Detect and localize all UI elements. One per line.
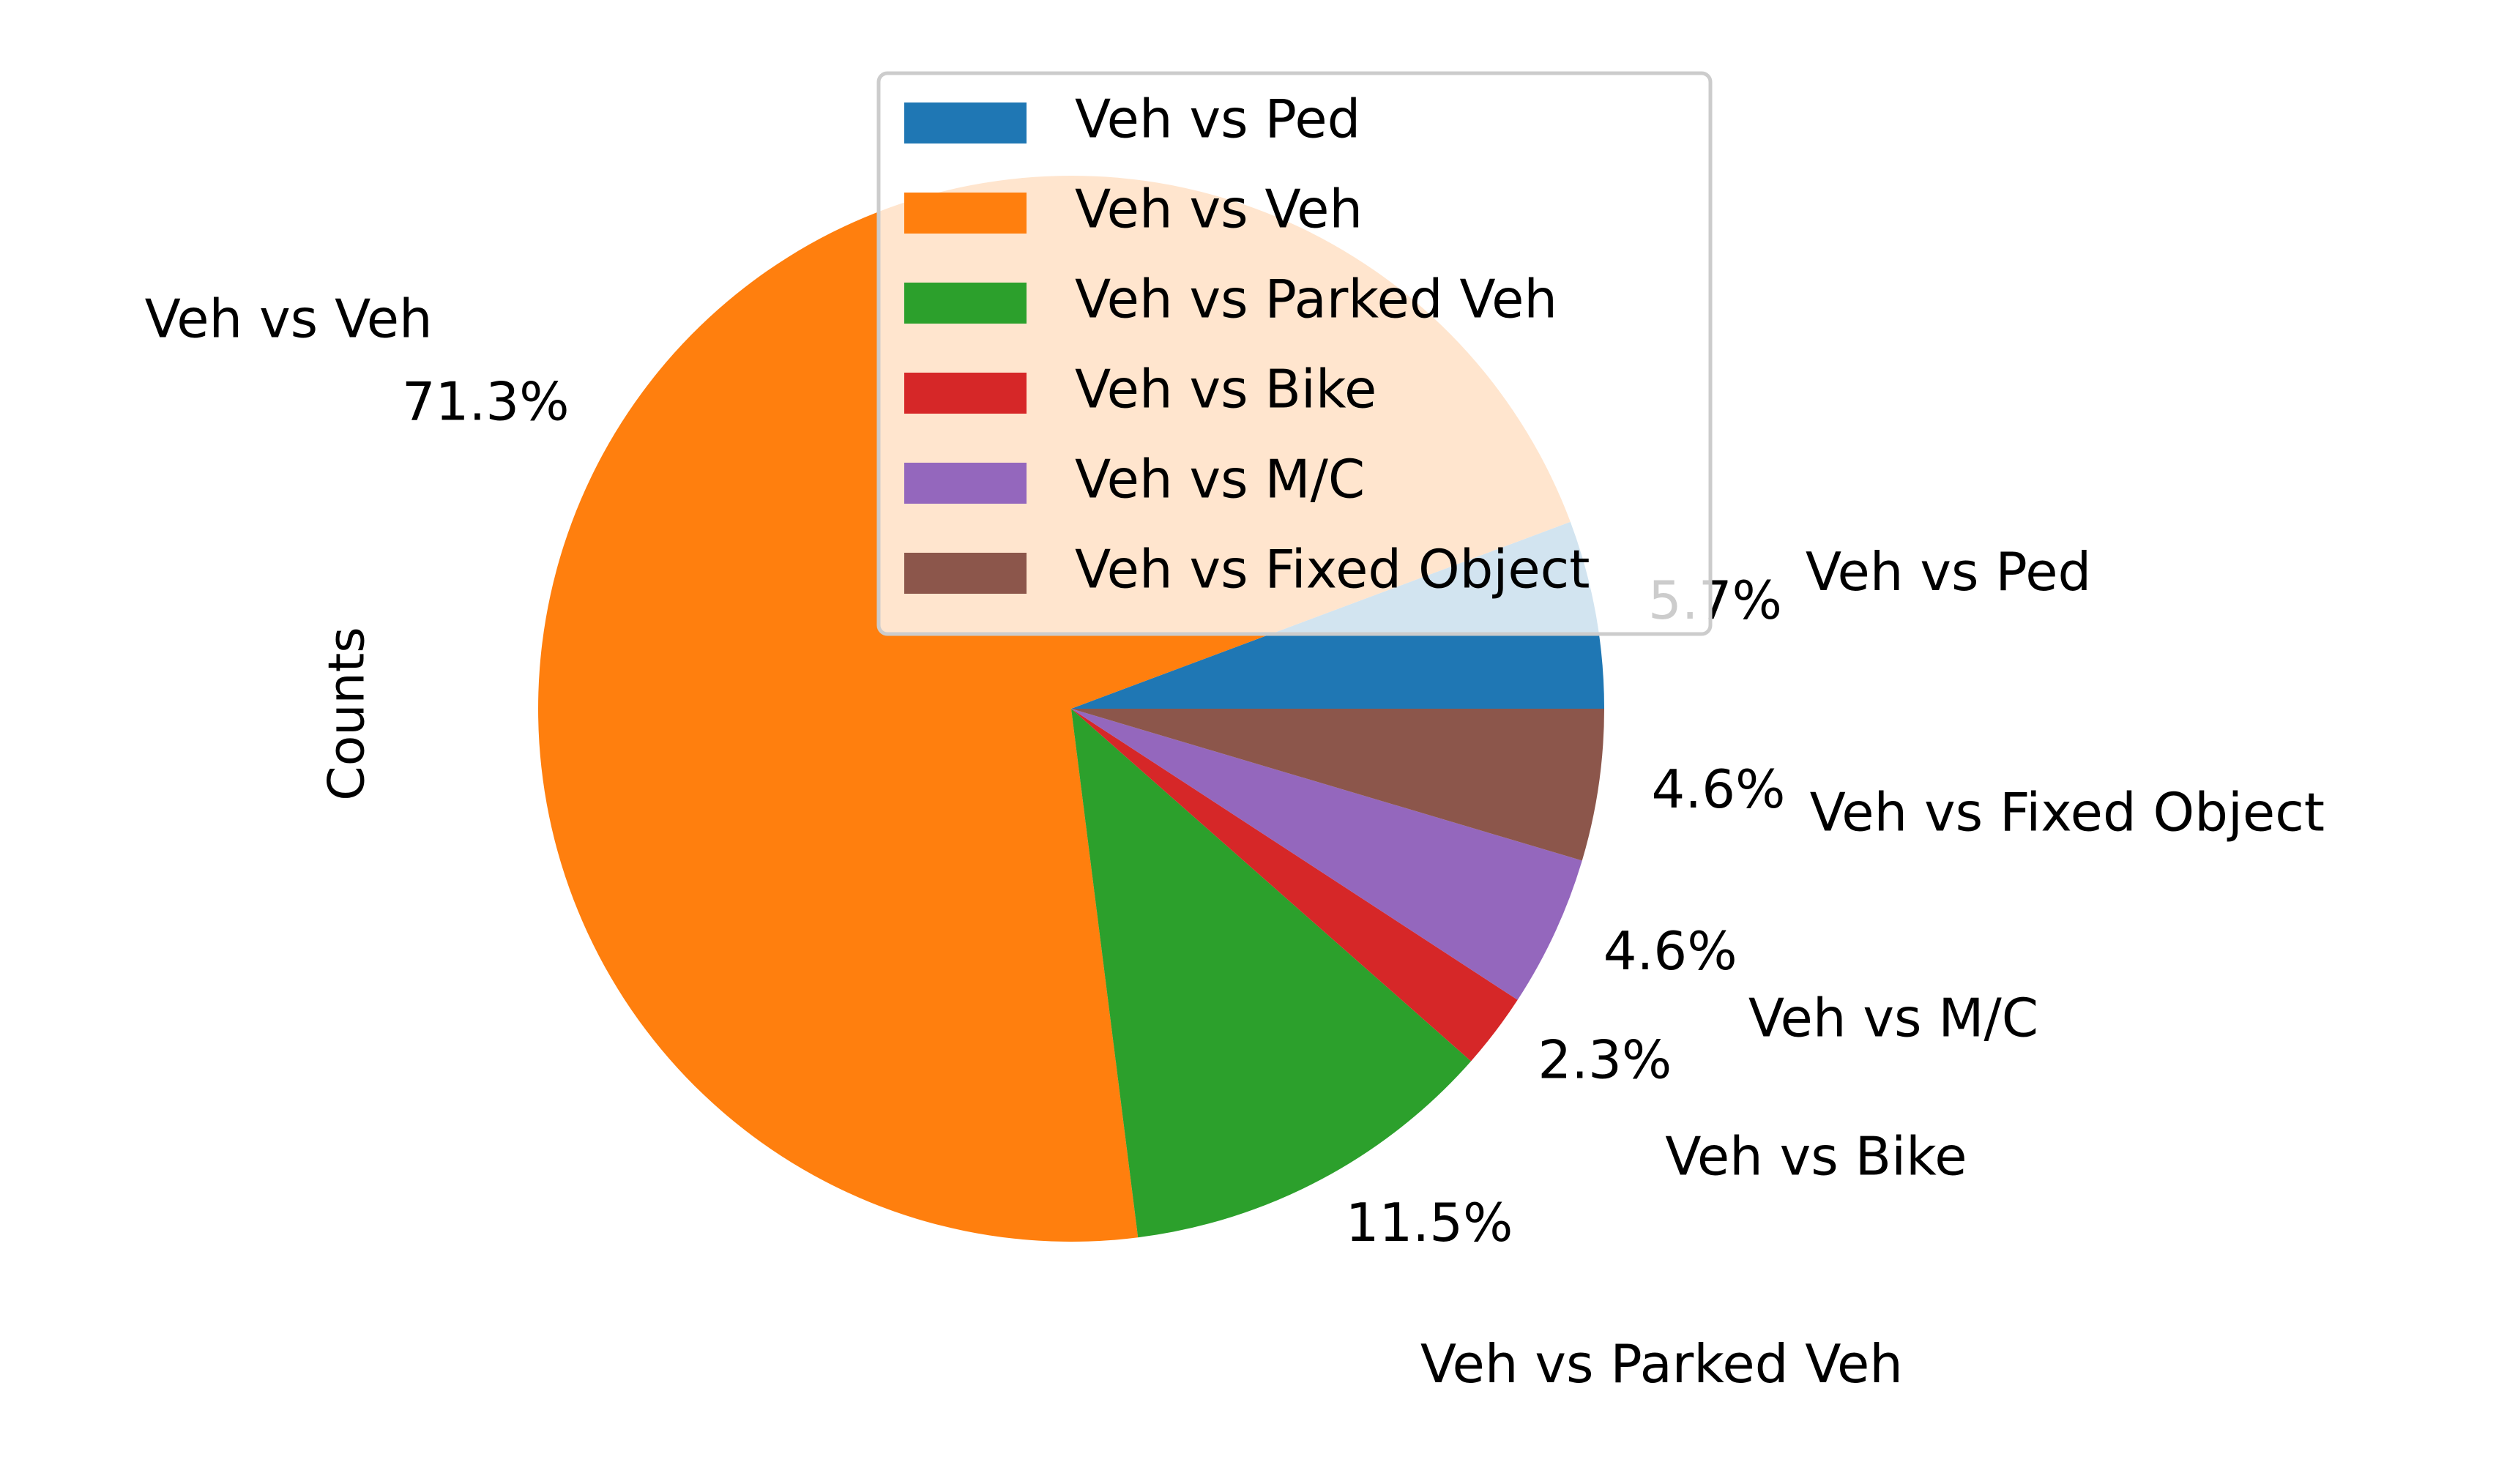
slice-label-veh-vs-parked-veh: Veh vs Parked Veh <box>1420 1333 1903 1395</box>
pct-label-veh-vs-bike: 2.3% <box>1538 1029 1672 1090</box>
pct-label-veh-vs-fixed-object: 4.6% <box>1652 758 1786 820</box>
legend-label-veh-vs-parked-veh: Veh vs Parked Veh <box>1075 269 1557 330</box>
pct-label-veh-vs-veh: 71.3% <box>402 370 570 432</box>
pct-label-veh-vs-parked-veh: 11.5% <box>1346 1192 1513 1253</box>
legend: Veh vs Ped Veh vs Veh Veh vs Parked Veh Veh… <box>876 71 1713 636</box>
pct-label-veh-vs-m-c: 4.6% <box>1603 920 1737 982</box>
legend-label-veh-vs-m-c: Veh vs M/C <box>1075 449 1365 510</box>
legend-label-veh-vs-veh: Veh vs Veh <box>1075 179 1363 240</box>
pie-slice-veh-vs-parked-veh <box>1071 709 1472 1238</box>
slice-label-veh-vs-ped: Veh vs Ped <box>1806 541 2091 603</box>
legend-swatch-veh-vs-m-c <box>904 463 1027 504</box>
slice-label-veh-vs-fixed-object: Veh vs Fixed Object <box>1810 781 2325 843</box>
legend-label-veh-vs-fixed-object: Veh vs Fixed Object <box>1075 539 1590 600</box>
slice-label-veh-vs-m-c: Veh vs M/C <box>1748 988 2038 1049</box>
pie-slice-veh-vs-bike <box>1071 709 1518 1062</box>
legend-label-veh-vs-bike: Veh vs Bike <box>1075 359 1377 420</box>
slice-label-veh-vs-bike: Veh vs Bike <box>1665 1126 1967 1187</box>
legend-swatch-veh-vs-ped <box>904 102 1027 143</box>
legend-swatch-veh-vs-fixed-object <box>904 553 1027 594</box>
legend-frame <box>876 71 1713 636</box>
legend-label-veh-vs-ped: Veh vs Ped <box>1075 89 1360 150</box>
legend-swatch-veh-vs-veh <box>904 193 1027 234</box>
pie-slice-veh-vs-m-c <box>1071 709 1582 1000</box>
legend-swatch-veh-vs-parked-veh <box>904 283 1027 324</box>
slice-label-veh-vs-veh: Veh vs Veh <box>145 288 433 349</box>
pie-slice-veh-vs-fixed-object <box>1071 709 1604 861</box>
legend-swatch-veh-vs-bike <box>904 373 1027 414</box>
y-axis-label: Counts <box>319 627 376 800</box>
